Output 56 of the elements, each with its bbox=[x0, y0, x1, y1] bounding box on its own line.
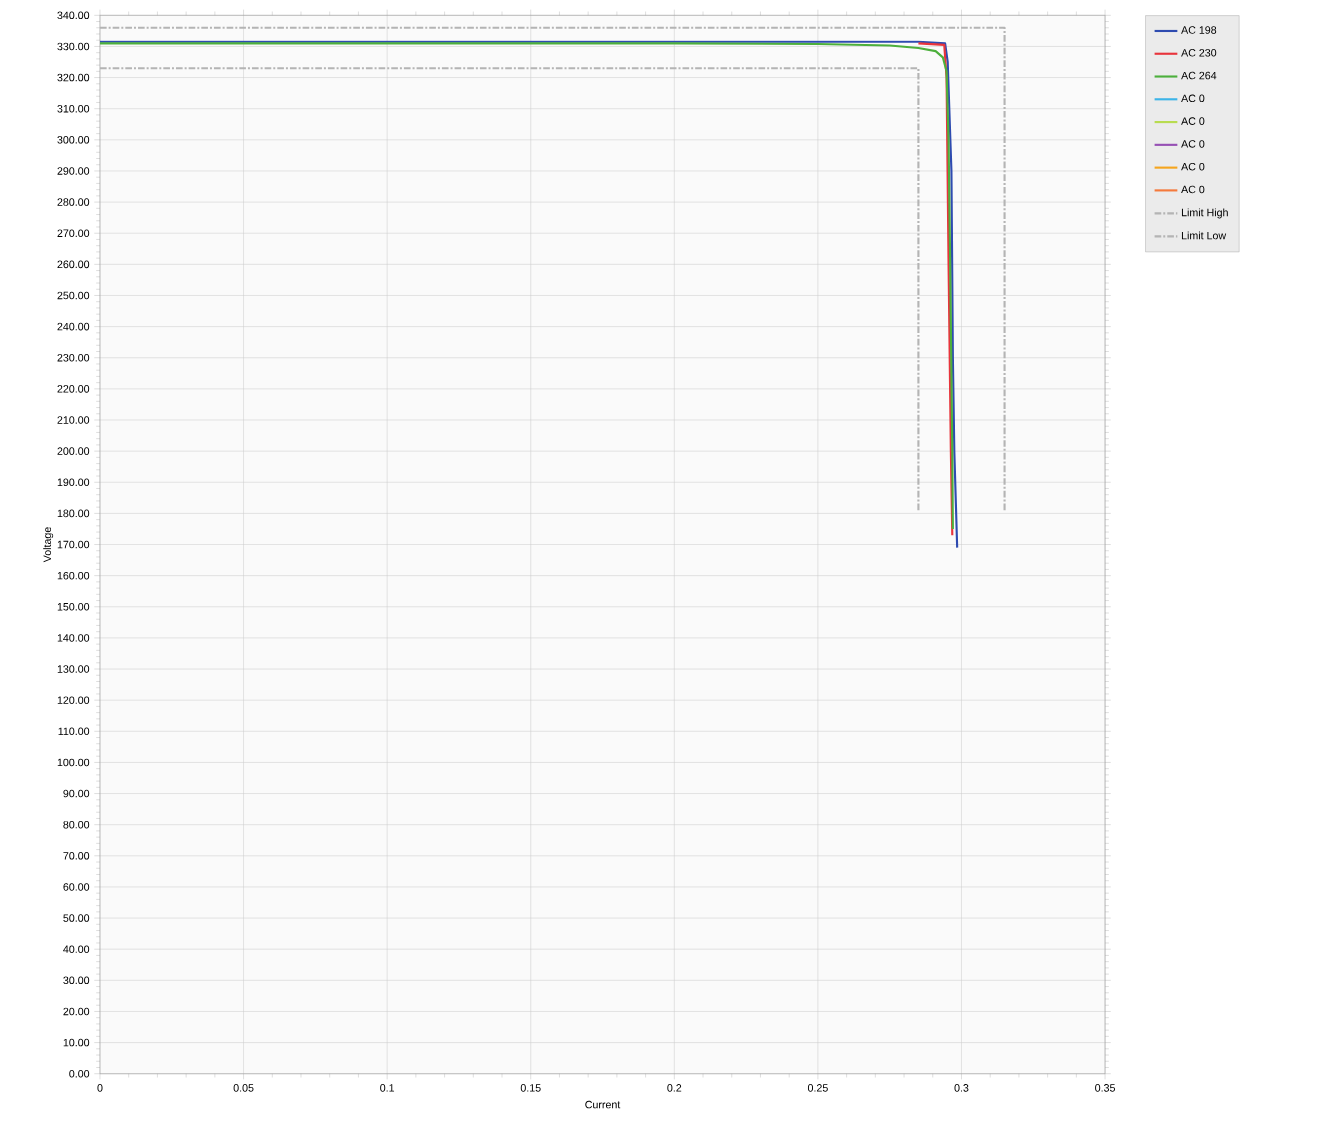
y-tick-label: 50.00 bbox=[63, 914, 90, 922]
y-tick-label: 70.00 bbox=[63, 852, 90, 860]
line-series bbox=[917, 42, 954, 537]
y-tick-label: 30.00 bbox=[63, 976, 90, 985]
legend-label: Limit Low bbox=[1181, 231, 1227, 240]
x-tick-label: 0.3 bbox=[954, 1084, 969, 1092]
legend-label: AC 0 bbox=[1181, 140, 1205, 148]
legend-label: AC 230 bbox=[1181, 49, 1217, 57]
y-tick-label: 60.00 bbox=[63, 883, 90, 891]
y-tick-label: 260.00 bbox=[57, 260, 90, 269]
y-tick-label: 330.00 bbox=[57, 42, 90, 51]
y-tick-label: 40.00 bbox=[63, 945, 90, 954]
y-tick-label: 280.00 bbox=[57, 198, 90, 207]
x-tick-label: 0.15 bbox=[520, 1084, 541, 1092]
y-tick-label: 120.00 bbox=[57, 696, 90, 705]
x-tick-label: 0.2 bbox=[667, 1084, 682, 1092]
y-tick-label: 230.00 bbox=[57, 354, 90, 362]
x-tick-label: 0.25 bbox=[807, 1084, 828, 1092]
y-tick-label: 150.00 bbox=[57, 603, 90, 611]
y-tick-label: 270.00 bbox=[57, 229, 90, 238]
y-tick-label: 0.00 bbox=[69, 1070, 90, 1078]
x-tick-label: 0.1 bbox=[380, 1084, 395, 1092]
y-tick-label: 220.00 bbox=[57, 385, 90, 393]
legend-label: AC 198 bbox=[1181, 26, 1217, 34]
y-tick-label: 110.00 bbox=[58, 727, 90, 736]
x-tick-label: 0.05 bbox=[233, 1084, 254, 1092]
y-tick-label: 140.00 bbox=[57, 634, 90, 642]
y-tick-label: 130.00 bbox=[57, 665, 90, 673]
y-tick-label: 100.00 bbox=[57, 758, 90, 767]
y-tick-label: 310.00 bbox=[57, 105, 90, 113]
y-tick-label: 250.00 bbox=[57, 291, 90, 300]
y-axis-title: Voltage bbox=[43, 527, 54, 563]
y-tick-label: 340.00 bbox=[57, 11, 90, 20]
y-tick-label: 290.00 bbox=[57, 167, 90, 175]
legend-label: AC 0 bbox=[1181, 163, 1205, 171]
legend-label: Limit High bbox=[1181, 208, 1228, 219]
legend-label: AC 264 bbox=[1181, 71, 1217, 80]
legend-label: AC 0 bbox=[1181, 185, 1205, 194]
x-axis-title: Current bbox=[585, 1100, 621, 1109]
x-tick-label: 0.35 bbox=[1095, 1084, 1115, 1092]
y-tick-label: 20.00 bbox=[63, 1007, 90, 1016]
legend-label: AC 0 bbox=[1181, 117, 1205, 126]
y-tick-label: 320.00 bbox=[57, 73, 90, 82]
y-tick-label: 210.00 bbox=[57, 416, 90, 424]
y-tick-label: 180.00 bbox=[57, 509, 90, 518]
x-tick-label: 0 bbox=[97, 1084, 103, 1092]
y-tick-label: 80.00 bbox=[63, 821, 90, 829]
y-tick-label: 160.00 bbox=[57, 572, 90, 580]
y-tick-label: 240.00 bbox=[57, 322, 90, 331]
y-tick-label: 170.00 bbox=[57, 540, 90, 549]
y-tick-label: 90.00 bbox=[63, 789, 90, 798]
y-tick-label: 190.00 bbox=[57, 478, 90, 487]
legend-label: AC 0 bbox=[1181, 94, 1205, 103]
y-tick-label: 300.00 bbox=[57, 136, 90, 144]
y-tick-label: 10.00 bbox=[63, 1038, 90, 1047]
y-tick-label: 200.00 bbox=[57, 447, 90, 456]
